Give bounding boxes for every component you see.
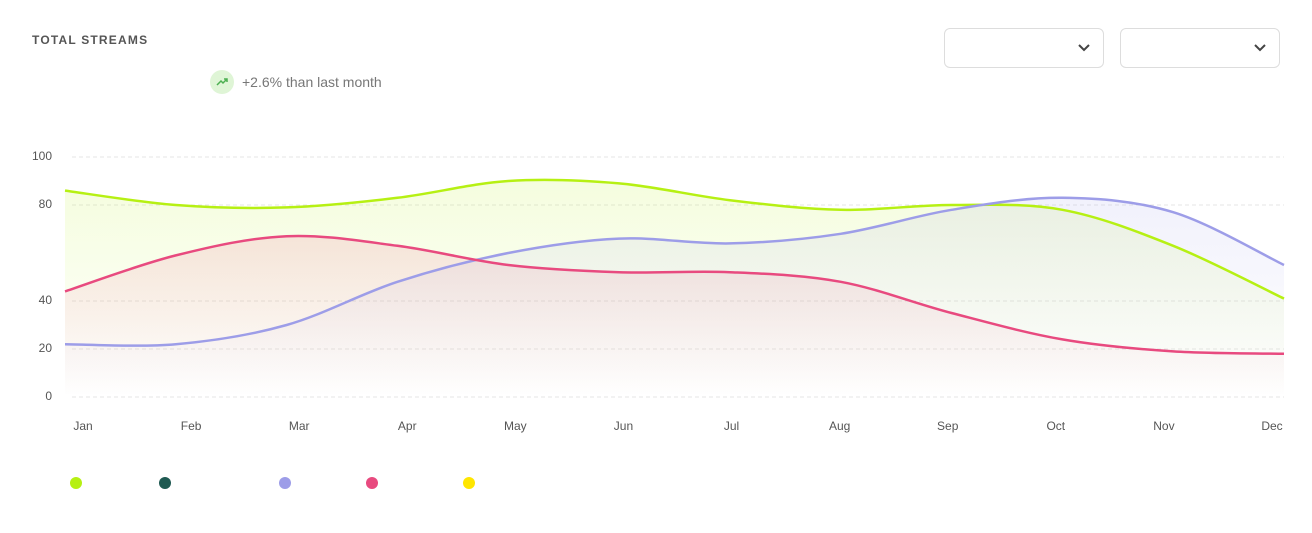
legend-marker bbox=[463, 477, 475, 489]
x-tick-label: Jan bbox=[73, 419, 92, 433]
x-tick-label: Nov bbox=[1153, 419, 1174, 433]
y-tick-label: 100 bbox=[32, 149, 52, 163]
y-tick-label: 20 bbox=[39, 341, 53, 355]
x-tick-label: Sep bbox=[937, 419, 959, 433]
series-area bbox=[65, 179, 1284, 397]
x-tick-label: May bbox=[504, 419, 527, 433]
series-line bbox=[64, 234, 1285, 356]
y-tick-label: 40 bbox=[39, 293, 53, 307]
series-line bbox=[64, 178, 1285, 300]
card-title: TOTAL STREAMS bbox=[32, 33, 149, 47]
x-tick-label: Feb bbox=[181, 419, 202, 433]
chevron bbox=[1254, 44, 1266, 52]
chevron bbox=[1078, 44, 1090, 52]
legend-marker bbox=[279, 477, 291, 489]
x-tick-label: Oct bbox=[1046, 419, 1065, 433]
legend-marker bbox=[70, 477, 82, 489]
trend-text: +2.6% than last month bbox=[242, 74, 382, 90]
series-line bbox=[64, 196, 1285, 347]
series-area bbox=[65, 235, 1284, 397]
dropdown[interactable] bbox=[1120, 28, 1280, 68]
legend-marker bbox=[366, 477, 378, 489]
x-tick-label: Jun bbox=[614, 419, 633, 433]
x-tick-label: Dec bbox=[1261, 419, 1282, 433]
trend-arrow bbox=[216, 78, 228, 86]
series-area bbox=[65, 197, 1284, 397]
y-tick-label: 80 bbox=[39, 197, 53, 211]
x-tick-label: Mar bbox=[289, 419, 310, 433]
trend-icon bbox=[210, 70, 234, 94]
legend-marker bbox=[159, 477, 171, 489]
x-tick-label: Jul bbox=[724, 419, 739, 433]
x-tick-label: Aug bbox=[829, 419, 850, 433]
y-tick-label: 0 bbox=[45, 389, 52, 403]
x-tick-label: Apr bbox=[398, 419, 417, 433]
dropdown[interactable] bbox=[944, 28, 1104, 68]
